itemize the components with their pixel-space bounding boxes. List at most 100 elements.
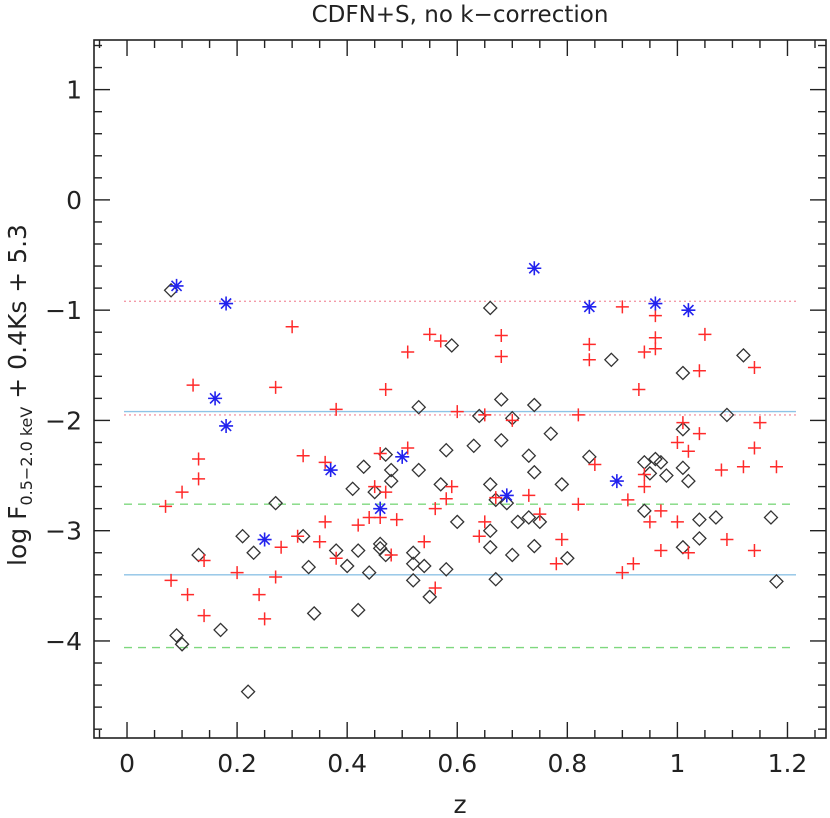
plus-point	[428, 502, 442, 516]
plus-point	[588, 458, 602, 472]
plus-point	[258, 612, 272, 626]
plus-point	[670, 515, 684, 529]
star-point	[648, 296, 663, 311]
diamond-point	[411, 462, 427, 478]
plus-point	[445, 480, 459, 494]
plus-point	[632, 383, 646, 397]
diamond-point	[719, 407, 735, 423]
diamond-point	[493, 432, 509, 448]
plus-point	[621, 493, 635, 507]
plus-point	[478, 408, 492, 422]
plus-point	[549, 557, 563, 571]
diamond-point	[521, 448, 537, 464]
diamond-point	[603, 352, 619, 368]
diamond-point	[438, 442, 454, 458]
diamond-point	[268, 495, 284, 511]
diamond-point	[433, 476, 449, 492]
plus-point	[643, 515, 657, 529]
plus-point	[423, 327, 437, 341]
star-point	[219, 418, 234, 433]
plus-point	[291, 529, 305, 543]
axis-ticks	[94, 40, 826, 738]
x-tick-label: 1	[669, 749, 685, 778]
star-point	[373, 501, 388, 516]
diamond-point	[169, 628, 184, 643]
diamond-point	[345, 481, 361, 497]
plus-point	[164, 573, 178, 587]
plus-point	[681, 546, 695, 560]
plus-point	[362, 510, 376, 524]
plus-point	[318, 455, 332, 469]
diamond-point	[438, 561, 454, 577]
diamond-point	[466, 438, 482, 454]
plus-point	[269, 570, 283, 584]
x-axis-label: z	[453, 790, 466, 818]
y-tick-label: −3	[45, 517, 82, 546]
plus-point	[637, 345, 651, 359]
plus-point	[692, 364, 706, 378]
diamond-point	[405, 572, 421, 588]
diamond-point	[482, 523, 498, 539]
plus-point	[175, 485, 189, 499]
plus-point	[390, 513, 404, 527]
diamond-point	[378, 447, 394, 463]
plus-point	[489, 491, 503, 505]
x-tick-label: 0	[119, 749, 135, 778]
diamond-point	[769, 573, 784, 589]
plus-point	[615, 566, 629, 580]
plus-point	[417, 535, 431, 549]
star-point	[323, 463, 338, 478]
diamond-point	[301, 559, 317, 575]
diamond-point	[306, 605, 322, 621]
plus-point	[384, 548, 398, 562]
axis-tick-labels: 0 0.2 0.4 0.6 0.8 1 1.2 1 0 −1 −2 −3 −4	[45, 76, 807, 778]
plus-point	[769, 460, 783, 474]
y-axis-label-suffix: + 0.4Ks + 5.3	[3, 224, 32, 407]
diamond-point	[691, 530, 707, 546]
plus-point	[428, 581, 442, 595]
diamond-point	[675, 460, 691, 476]
star-point	[208, 391, 223, 406]
plus-point	[252, 588, 266, 602]
star-point	[527, 261, 542, 276]
star-point	[681, 303, 696, 318]
plus-point	[329, 551, 343, 565]
star-point	[499, 488, 514, 503]
star-point	[257, 532, 272, 547]
plus-point	[434, 334, 448, 348]
plus-point	[747, 360, 761, 374]
plus-point	[472, 529, 486, 543]
y-axis-label-subscript: 0.5−2.0 keV	[17, 407, 36, 506]
chart-title: CDFN+S, no k−correction	[312, 2, 609, 28]
plus-point	[571, 497, 585, 511]
diamond-point	[493, 392, 509, 407]
diamond-point	[405, 545, 421, 561]
x-tick-label: 0.2	[217, 749, 257, 778]
diamond-point	[691, 512, 707, 528]
diamond-point	[449, 514, 465, 530]
plus-point	[648, 309, 662, 323]
diamond-point	[736, 347, 751, 363]
plus-point	[626, 557, 640, 571]
diamond-point	[372, 536, 388, 552]
star-point	[169, 278, 184, 293]
plus-point	[533, 507, 547, 521]
plus-point	[681, 444, 695, 458]
diamond-point	[361, 565, 377, 581]
diamond-point	[543, 426, 559, 442]
series-blue-stars	[169, 261, 696, 547]
diamond-point	[235, 528, 251, 544]
plus-point	[637, 467, 651, 481]
diamond-point	[356, 459, 372, 475]
diamond-point	[213, 622, 229, 638]
plus-point	[615, 300, 629, 314]
y-tick-label: −4	[45, 627, 82, 656]
star-point	[609, 474, 624, 489]
diamond-point	[405, 556, 421, 572]
diamond-point	[658, 468, 674, 483]
diamond-point	[680, 473, 696, 489]
diamond-point	[521, 510, 537, 525]
plus-point	[648, 331, 662, 345]
